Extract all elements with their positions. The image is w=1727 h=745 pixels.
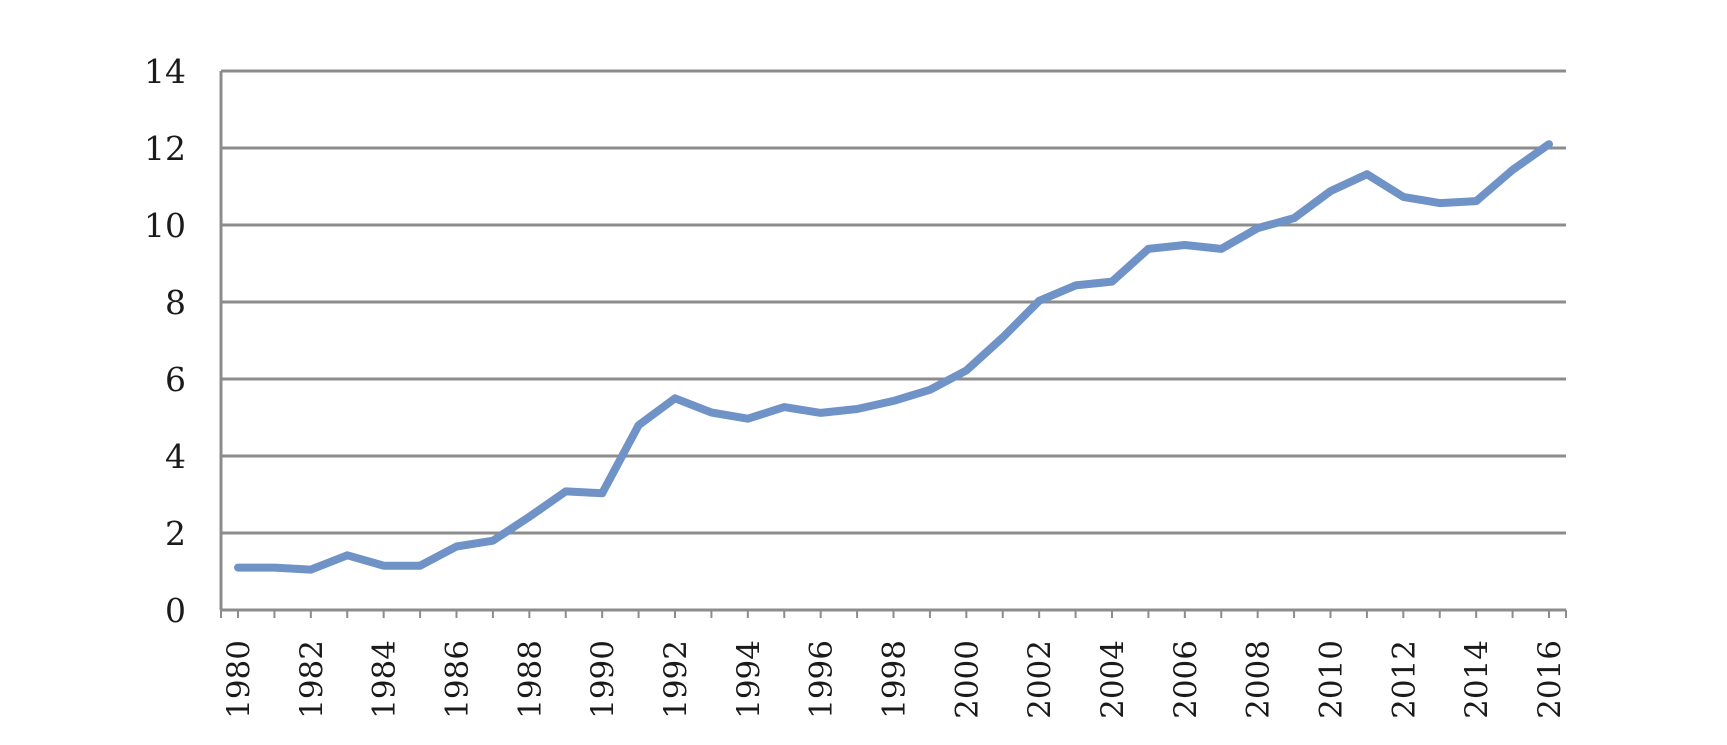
y-tick-label: 2 — [165, 514, 186, 553]
x-tick-label: 2016 — [1532, 640, 1568, 719]
gridlines — [221, 69, 1566, 535]
series-group — [234, 140, 1553, 574]
y-tick-label: 12 — [144, 129, 186, 168]
x-tick-label: 2004 — [1095, 640, 1131, 719]
x-tick-label: 1996 — [804, 640, 840, 719]
y-tick-label: 6 — [165, 360, 186, 399]
x-tick-label: 1994 — [731, 640, 767, 719]
y-tick-label: 10 — [144, 206, 186, 245]
axes — [219, 71, 1567, 618]
x-axis-tick-labels: 1980 1982 1984 1986 1988 1990 1992 1994 1996 1998… — [221, 640, 1568, 719]
x-tick-label: 1986 — [440, 640, 476, 719]
x-tick-label: 1998 — [877, 640, 913, 719]
y-axis-tick-labels: 0 2 4 6 8 10 12 14 — [144, 52, 186, 630]
y-tick-label: 0 — [165, 591, 186, 630]
x-tick-label: 1992 — [658, 640, 694, 719]
x-tick-label: 1980 — [221, 640, 257, 719]
y-tick-label: 8 — [165, 283, 186, 322]
x-tick-label: 2014 — [1459, 640, 1495, 719]
x-tick-label: 1988 — [512, 640, 548, 719]
x-tick-label: 1990 — [585, 640, 621, 719]
series-line-0 — [234, 140, 1553, 574]
x-tick-label: 2012 — [1386, 640, 1422, 719]
y-tick-label: 4 — [165, 437, 186, 476]
x-tick-label: 1982 — [294, 640, 330, 719]
x-tick-label: 2010 — [1314, 640, 1350, 719]
x-tick-label: 2002 — [1022, 640, 1058, 719]
x-tick-label: 1984 — [367, 640, 403, 719]
x-tick-label: 2000 — [949, 640, 985, 719]
x-tick-label: 2006 — [1168, 640, 1204, 719]
x-tick-label: 2008 — [1241, 640, 1277, 719]
y-tick-label: 14 — [144, 52, 186, 91]
